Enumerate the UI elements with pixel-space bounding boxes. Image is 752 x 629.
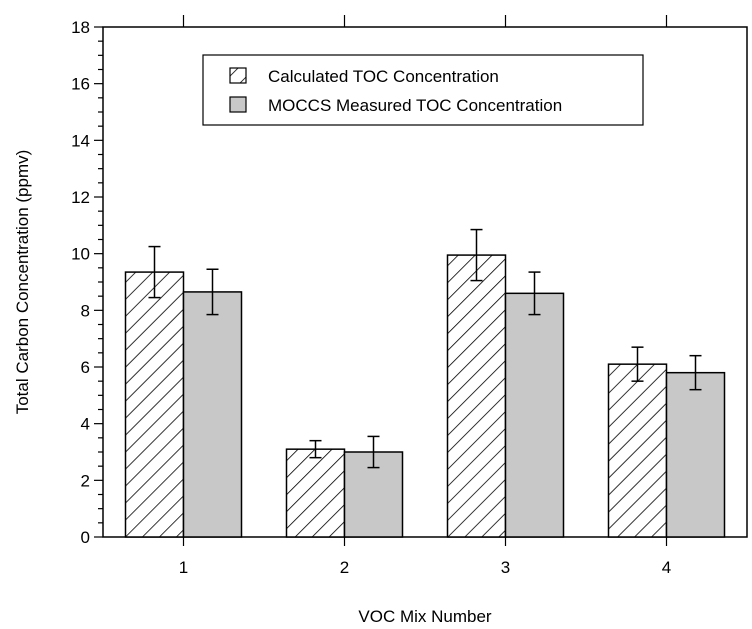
bar-calculated-2 xyxy=(285,448,346,538)
bar-measured-4 xyxy=(665,371,726,538)
x-tick-label: 4 xyxy=(662,558,671,577)
y-axis: 0 2 4 6 8 10 12 14 16 18 xyxy=(71,18,103,547)
legend-swatch-calculated xyxy=(229,67,247,84)
legend-swatch-measured xyxy=(229,96,247,113)
bar-calculated-4 xyxy=(607,363,668,538)
y-tick-label: 16 xyxy=(71,75,90,94)
bar-measured-1 xyxy=(182,291,243,538)
y-tick-label: 8 xyxy=(81,301,90,320)
bar-measured-3 xyxy=(504,292,565,538)
y-tick-label: 6 xyxy=(81,358,90,377)
legend: Calculated TOC Concentration MOCCS Measu… xyxy=(202,54,644,126)
y-tick-label: 0 xyxy=(81,528,90,547)
y-tick-label: 10 xyxy=(71,245,90,264)
x-tick-label: 3 xyxy=(501,558,510,577)
x-tick-label: 1 xyxy=(179,558,188,577)
y-tick-label: 4 xyxy=(81,415,90,434)
bars-group xyxy=(124,228,726,538)
legend-label-calculated: Calculated TOC Concentration xyxy=(268,67,499,86)
x-tick-label: 2 xyxy=(340,558,349,577)
bar-calculated-3 xyxy=(446,254,507,538)
legend-label-measured: MOCCS Measured TOC Concentration xyxy=(268,96,562,115)
y-tick-label: 2 xyxy=(81,471,90,490)
bar-calculated-1 xyxy=(124,271,185,538)
x-axis: 1 2 3 4 xyxy=(179,15,671,577)
legend-box xyxy=(202,54,644,126)
y-axis-title: Total Carbon Concentration (ppmv) xyxy=(13,150,32,415)
x-axis-title: VOC Mix Number xyxy=(358,607,492,626)
y-tick-label: 14 xyxy=(71,131,90,150)
y-tick-label: 18 xyxy=(71,18,90,37)
y-tick-label: 12 xyxy=(71,188,90,207)
